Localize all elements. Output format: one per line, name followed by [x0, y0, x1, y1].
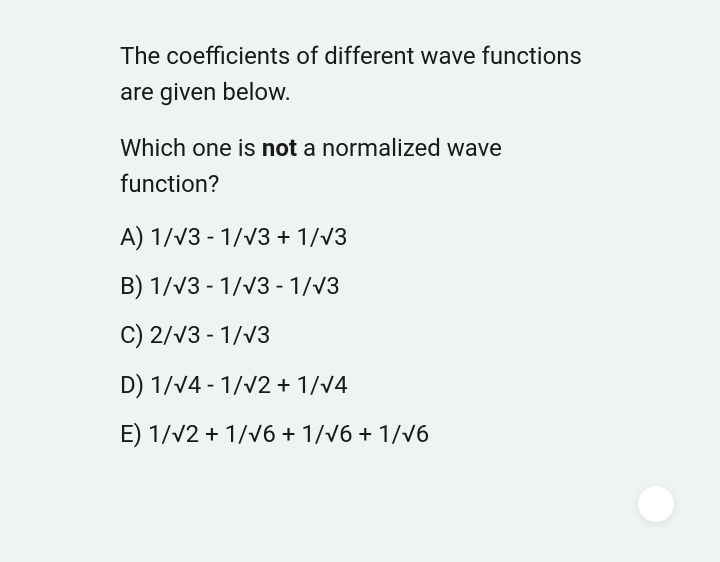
option-d-text: D) 1/√4 - 1/√2 + 1/√4 [120, 371, 348, 399]
question-prompt-line2: Which one is not a normalized wave funct… [120, 130, 600, 202]
option-d[interactable]: D) 1/√4 - 1/√2 + 1/√4 [120, 370, 600, 401]
option-b[interactable]: B) 1/√3 - 1/√3 - 1/√3 [120, 271, 600, 302]
option-e[interactable]: E) 1/√2 + 1/√6 + 1/√6 + 1/√6 [120, 419, 600, 450]
option-b-text: B) 1/√3 - 1/√3 - 1/√3 [120, 272, 340, 300]
option-c-text: C) 2/√3 - 1/√3 [120, 321, 271, 349]
option-a-text: A) 1/√3 - 1/√3 + 1/√3 [120, 223, 348, 251]
option-a[interactable]: A) 1/√3 - 1/√3 + 1/√3 [120, 222, 600, 253]
question-text-2-bold: not [262, 134, 297, 162]
option-c[interactable]: C) 2/√3 - 1/√3 [120, 320, 600, 351]
question-prompt-line1: The coefficients of different wave funct… [120, 38, 600, 110]
question-text-2-pre: Which one is [120, 134, 262, 162]
question-text-1: The coefficients of different wave funct… [120, 42, 582, 106]
chat-bubble-icon[interactable] [638, 486, 674, 522]
option-e-text: E) 1/√2 + 1/√6 + 1/√6 + 1/√6 [120, 420, 429, 448]
